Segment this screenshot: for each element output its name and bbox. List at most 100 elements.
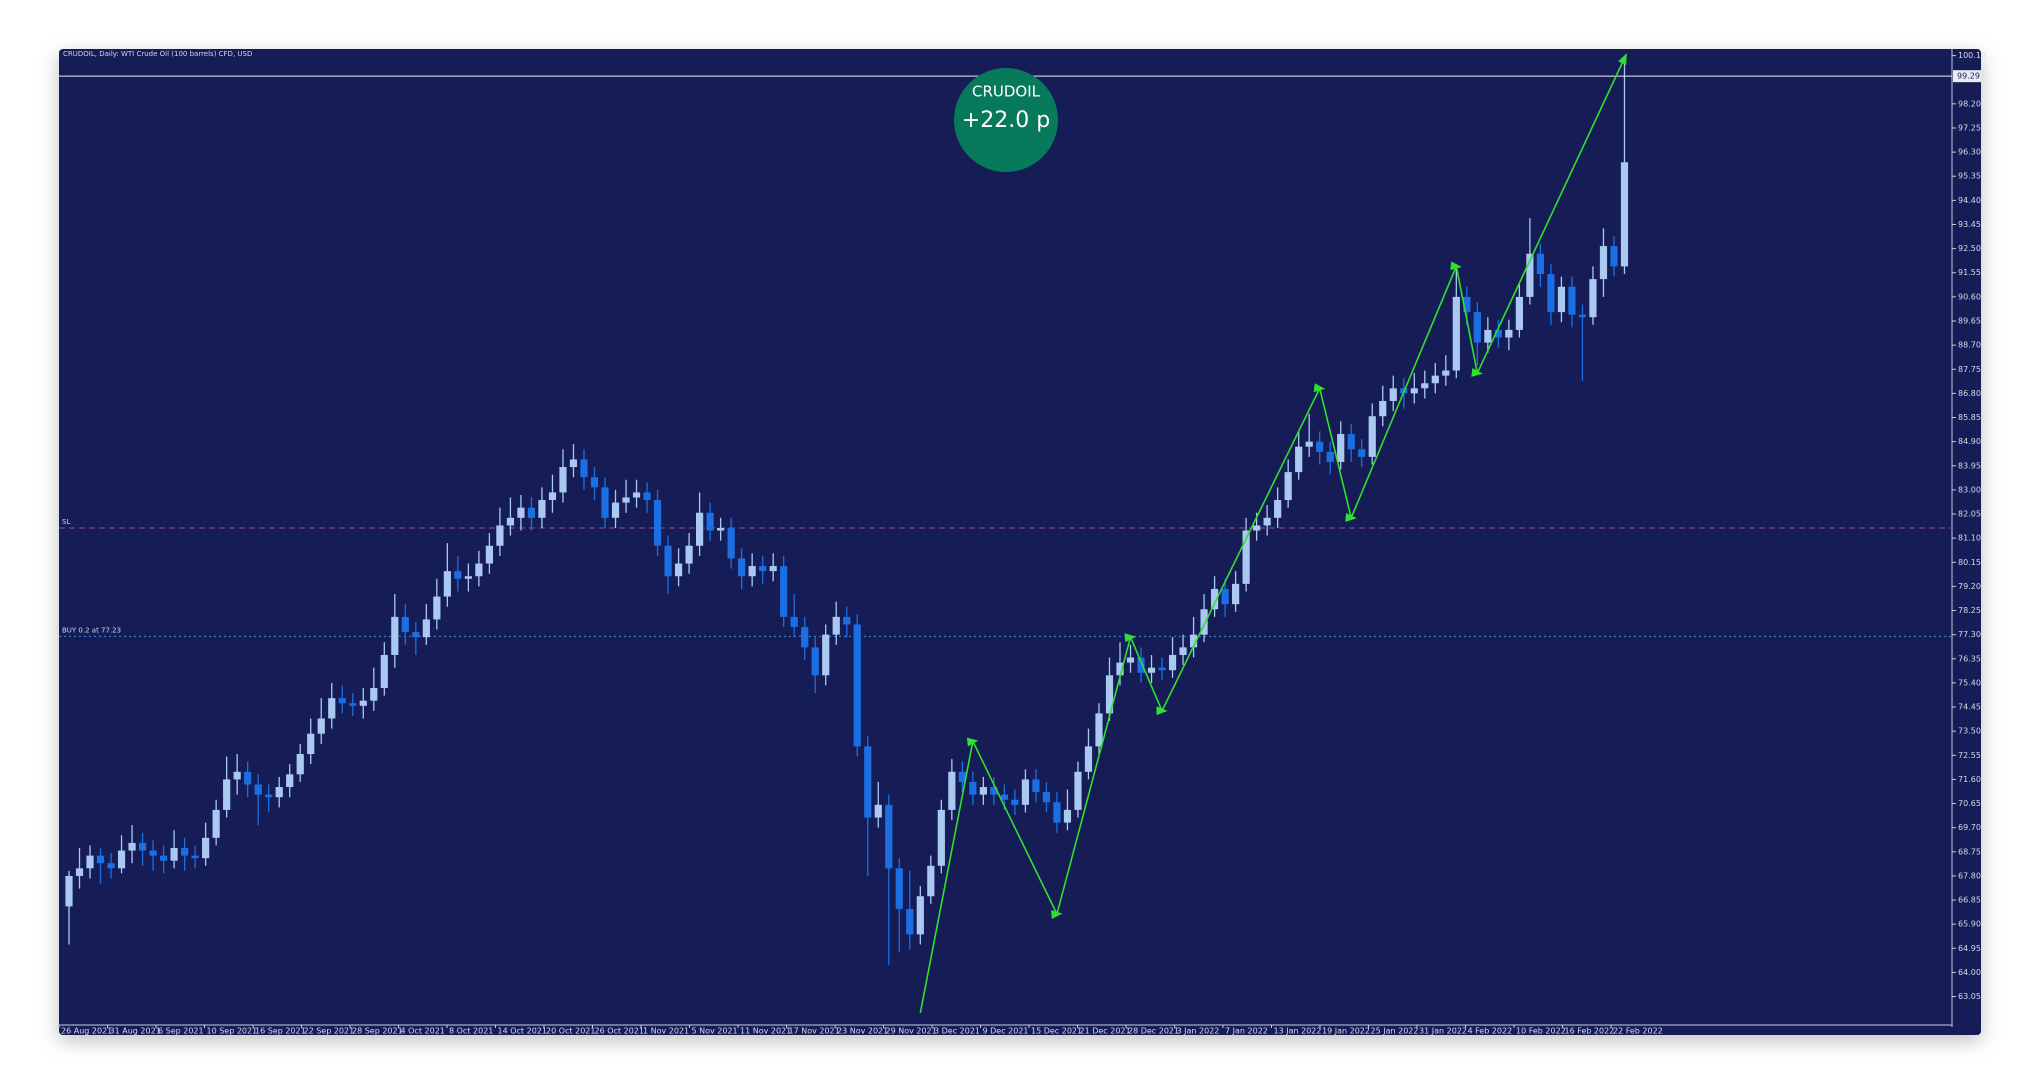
candle-body <box>590 477 599 488</box>
candle-body <box>1011 799 1019 805</box>
candle-body <box>485 545 493 564</box>
candle-body <box>738 558 746 577</box>
candle-body <box>328 698 336 719</box>
candle-body <box>1232 583 1240 605</box>
x-tick-label: 22 Sep 2021 <box>304 1027 355 1036</box>
candle-body <box>475 563 483 577</box>
candle-body <box>769 566 777 572</box>
candle-body <box>380 654 388 688</box>
candle-body <box>979 787 987 795</box>
candle-body <box>1179 647 1187 655</box>
candle-body <box>1557 286 1566 313</box>
candle-body <box>170 847 178 861</box>
candle-body <box>559 467 567 493</box>
y-tick-label: 67.80 <box>1958 871 1981 880</box>
candle-body <box>1473 312 1481 343</box>
y-tick-label: 72.55 <box>1958 751 1981 760</box>
candle-body <box>874 804 882 818</box>
candle-body <box>696 512 704 546</box>
chart-card <box>59 49 1981 1035</box>
candle-body <box>780 566 788 617</box>
y-tick-label: 85.85 <box>1958 413 1981 422</box>
y-tick-label: 83.00 <box>1958 485 1981 494</box>
candle-body <box>138 842 147 851</box>
candle-body <box>853 624 861 747</box>
candle-body <box>538 500 546 518</box>
candle-body <box>181 847 189 856</box>
candle-body <box>864 746 872 818</box>
x-tick-label: 16 Feb 2022 <box>1565 1027 1615 1036</box>
level-label: BUY 0.2 at 77.23 <box>62 626 121 634</box>
candle-body <box>1158 667 1166 671</box>
candle-body <box>958 771 966 782</box>
candle-body <box>1358 449 1366 457</box>
badge-symbol: CRUDOIL <box>972 83 1041 101</box>
x-tick-label: 11 Nov 2021 <box>740 1027 791 1036</box>
candle-body <box>1053 802 1061 823</box>
candle-body <box>1337 434 1345 462</box>
y-tick-label: 77.30 <box>1958 630 1981 639</box>
candle-body <box>832 616 840 635</box>
candle-body <box>843 616 851 625</box>
candle-body <box>1547 274 1555 313</box>
candle-body <box>1599 246 1608 280</box>
last-price-label: 99.29 <box>1957 72 1980 81</box>
candle-body <box>706 512 714 531</box>
candle-body <box>1589 279 1597 318</box>
candle-body <box>496 525 504 546</box>
y-tick-label: 75.40 <box>1958 678 1981 687</box>
x-tick-label: 19 Jan 2022 <box>1322 1027 1370 1036</box>
candle-body <box>527 507 536 518</box>
last-price-box <box>1953 70 1981 83</box>
x-tick-label: 3 Dec 2021 <box>934 1027 980 1036</box>
x-tick-label: 10 Sep 2021 <box>207 1027 258 1036</box>
x-tick-label: 28 Dec 2021 <box>1128 1027 1179 1036</box>
y-tick-label: 80.15 <box>1958 558 1981 567</box>
candle-body <box>1284 472 1292 501</box>
candle-body <box>1452 296 1460 371</box>
candle-body <box>1442 370 1450 376</box>
candle-body <box>1042 792 1051 803</box>
candle-body <box>1410 388 1418 394</box>
candle-body <box>1084 746 1093 772</box>
candle-body <box>254 784 262 795</box>
candle-body <box>916 896 924 935</box>
candle-body <box>212 809 220 838</box>
candle-body <box>1421 383 1429 389</box>
candle-body <box>1610 246 1618 267</box>
candle-body <box>790 616 798 628</box>
y-tick-label: 96.30 <box>1958 148 1981 157</box>
candle-body <box>969 781 977 795</box>
x-tick-label: 10 Feb 2022 <box>1516 1027 1566 1036</box>
candle-body <box>244 771 252 785</box>
candle-body <box>454 571 462 579</box>
candle-body <box>801 627 809 648</box>
y-tick-label: 65.90 <box>1958 920 1981 929</box>
candle-body <box>1431 375 1439 384</box>
candle-body <box>1074 771 1082 810</box>
candle-body <box>370 687 378 701</box>
y-tick-label: 73.50 <box>1958 727 1981 736</box>
candle-body <box>338 698 346 704</box>
candle-body <box>674 563 683 577</box>
y-tick-label: 68.75 <box>1958 847 1981 856</box>
x-tick-label: 28 Sep 2021 <box>352 1027 403 1036</box>
candle-body <box>233 771 241 780</box>
candle-body <box>107 863 115 869</box>
x-tick-label: 29 Nov 2021 <box>886 1027 937 1036</box>
x-tick-label: 26 Aug 2021 <box>61 1027 112 1036</box>
zigzag-line <box>919 53 1627 1014</box>
x-tick-label: 22 Feb 2022 <box>1613 1027 1663 1036</box>
candle-body <box>1568 286 1576 315</box>
candle-body <box>1379 401 1387 417</box>
candle-body <box>149 850 157 856</box>
candle-body <box>937 809 945 866</box>
x-tick-label: 7 Jan 2022 <box>1225 1027 1268 1036</box>
candle-body <box>1389 388 1397 401</box>
y-tick-label: 88.70 <box>1958 341 1981 350</box>
x-tick-label: 5 Nov 2021 <box>692 1027 738 1036</box>
candle-body <box>506 517 515 526</box>
y-tick-label: 87.75 <box>1958 365 1981 374</box>
